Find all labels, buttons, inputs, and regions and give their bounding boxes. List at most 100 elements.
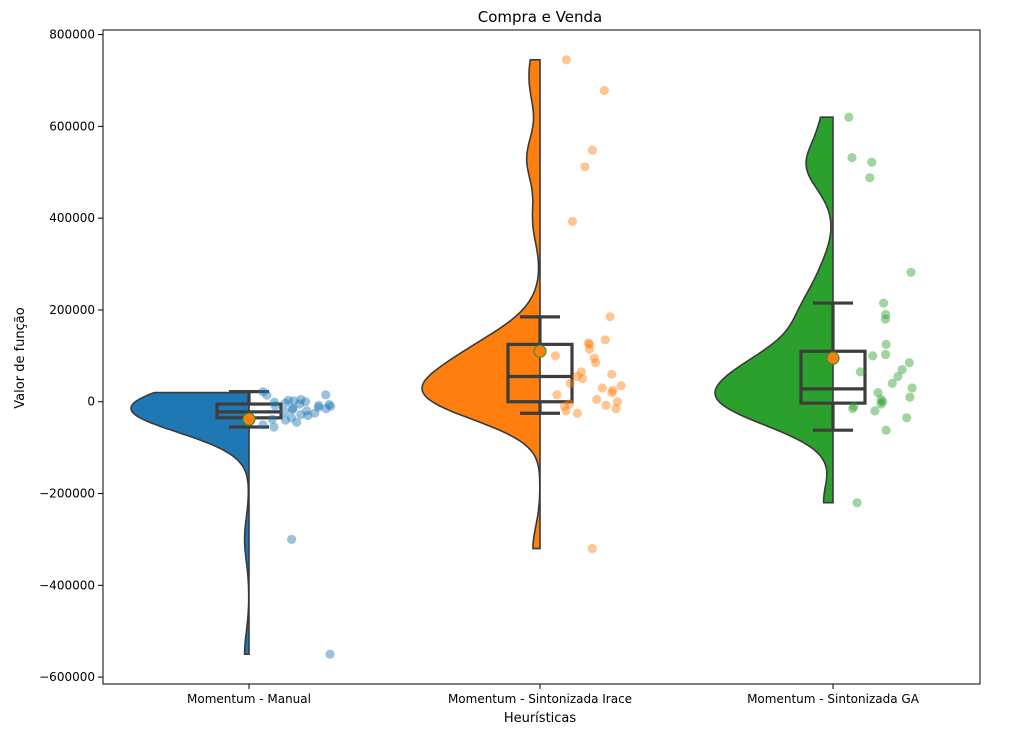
data-point — [267, 414, 277, 424]
data-point — [611, 404, 621, 414]
data-point — [302, 406, 312, 416]
data-point — [616, 381, 626, 391]
x-axis-label: Heurísticas — [504, 711, 577, 726]
data-point — [848, 404, 858, 414]
data-point — [867, 157, 877, 167]
data-point — [296, 394, 306, 405]
series-2 — [421, 55, 626, 554]
data-point — [865, 173, 875, 183]
data-point — [880, 314, 891, 324]
y-tick-label: −600000 — [39, 670, 95, 684]
data-point — [587, 544, 597, 554]
data-point — [587, 145, 598, 155]
data-point — [287, 534, 297, 545]
data-point — [589, 353, 599, 363]
y-tick-label: −400000 — [39, 578, 95, 592]
data-point — [313, 402, 324, 412]
data-point — [292, 417, 302, 427]
data-point — [270, 401, 280, 411]
box-plot — [506, 315, 574, 415]
data-point — [597, 383, 607, 393]
data-point — [599, 86, 609, 96]
data-point — [321, 390, 331, 400]
data-point — [283, 395, 293, 405]
data-point — [876, 394, 886, 405]
violin-half — [714, 116, 834, 504]
data-point — [567, 216, 578, 226]
data-point — [868, 351, 878, 361]
data-point — [607, 369, 617, 379]
data-point — [585, 339, 595, 349]
data-point — [288, 403, 298, 413]
data-point — [324, 399, 334, 410]
data-point — [289, 396, 299, 406]
data-point — [906, 267, 916, 277]
mean-marker — [826, 351, 840, 365]
data-point — [881, 339, 891, 349]
data-point — [608, 385, 618, 395]
data-point — [269, 397, 279, 407]
y-axis-label: Valor de função — [13, 307, 28, 408]
data-point — [314, 400, 324, 410]
mean-marker — [242, 412, 256, 426]
plot-frame — [102, 29, 981, 685]
data-point — [325, 649, 335, 659]
data-point — [561, 406, 571, 416]
data-point — [584, 344, 595, 354]
data-point — [902, 413, 912, 423]
data-point — [600, 335, 610, 345]
data-point — [852, 498, 862, 508]
data-point — [295, 399, 305, 409]
series-1 — [130, 387, 336, 659]
data-point — [580, 162, 590, 172]
data-point — [303, 410, 313, 421]
data-point — [870, 406, 880, 416]
data-point — [878, 397, 888, 407]
data-point — [605, 312, 615, 322]
y-tick-label: 0 — [87, 395, 95, 409]
data-point — [564, 399, 575, 409]
data-point — [844, 112, 854, 122]
data-point — [592, 394, 602, 405]
y-tick-label: 600000 — [49, 119, 95, 133]
data-point — [296, 410, 306, 420]
data-point — [310, 408, 320, 418]
mean-marker — [533, 344, 547, 358]
data-point — [879, 298, 889, 308]
x-tick-label: Momentum - Sintonizada Irace — [448, 692, 632, 706]
data-point — [849, 401, 859, 411]
data-point — [565, 378, 575, 388]
violin-half — [130, 391, 250, 655]
data-point — [550, 351, 561, 361]
data-point — [258, 420, 268, 430]
data-point — [583, 338, 593, 348]
data-point — [873, 388, 883, 398]
data-point — [552, 390, 562, 400]
data-point — [286, 413, 297, 423]
data-point — [326, 401, 336, 411]
violin-half — [421, 59, 541, 550]
data-point — [280, 415, 291, 425]
data-point — [262, 390, 272, 400]
x-tick-label: Momentum - Manual — [187, 692, 311, 706]
data-point — [321, 404, 331, 414]
data-point — [559, 401, 570, 411]
chart-title: Compra e Venda — [478, 8, 602, 26]
y-tick-label: 400000 — [49, 211, 95, 225]
data-point — [876, 399, 886, 409]
data-point — [612, 397, 623, 407]
y-tick-label: 200000 — [49, 303, 95, 317]
data-point — [607, 388, 617, 398]
data-point — [591, 358, 601, 368]
data-point — [847, 153, 857, 163]
data-point — [855, 367, 866, 377]
data-point — [578, 374, 588, 384]
y-tick-label: −200000 — [39, 487, 95, 501]
x-tick-label: Momentum - Sintonizada GA — [747, 692, 920, 706]
data-point — [881, 349, 891, 360]
data-point — [893, 371, 903, 382]
data-point — [301, 397, 311, 407]
data-point — [280, 407, 290, 417]
box-plot — [799, 301, 867, 432]
